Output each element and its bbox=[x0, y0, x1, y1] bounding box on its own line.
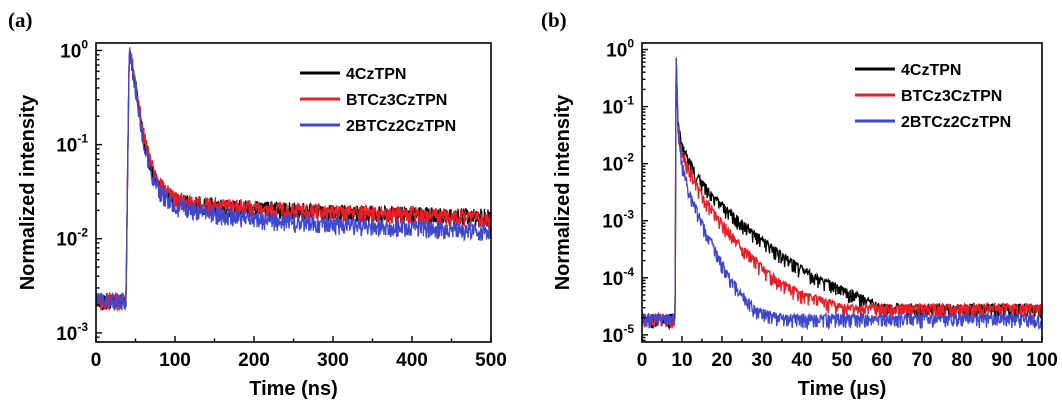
x-tick-label: 60 bbox=[871, 350, 892, 371]
series-line-BTCz3CzTPN bbox=[642, 58, 1042, 329]
series-line-2BTCz2CzTPN bbox=[96, 47, 491, 312]
y-tick-label: 100 bbox=[606, 37, 634, 62]
y-tick-label: 10-5 bbox=[602, 322, 634, 347]
series-line-BTCz3CzTPN bbox=[96, 47, 491, 311]
x-tick-label: 0 bbox=[637, 350, 648, 371]
x-tick-label: 0 bbox=[91, 350, 102, 371]
legend: 4CzTPN BTCz3CzTPN 2BTCz2CzTPN bbox=[855, 62, 1011, 131]
plot-frame bbox=[95, 42, 492, 343]
y-tick-label: 10-1 bbox=[602, 94, 634, 119]
legend-label: 2BTCz2CzTPN bbox=[901, 114, 1011, 131]
series-line-2BTCz2CzTPN bbox=[642, 58, 1042, 331]
x-tick-label: 50 bbox=[831, 350, 852, 371]
x-tick-label: 300 bbox=[317, 350, 349, 371]
x-axis-title: Time (ns) bbox=[249, 378, 338, 400]
plot-area bbox=[96, 47, 491, 312]
panel-label-a: (a) bbox=[8, 8, 33, 32]
y-tick-label: 100 bbox=[60, 37, 88, 62]
legend-label: 4CzTPN bbox=[346, 66, 406, 83]
legend: 4CzTPN BTCz3CzTPN 2BTCz2CzTPN bbox=[300, 66, 456, 135]
y-tick-label: 10-2 bbox=[602, 151, 634, 176]
x-axis-title: Time (μs) bbox=[798, 378, 887, 400]
y-tick-label: 10-3 bbox=[602, 208, 634, 233]
y-axis-title: Normalized intensity bbox=[552, 94, 574, 290]
x-tick-label: 40 bbox=[791, 350, 812, 371]
x-tick-label: 500 bbox=[475, 350, 507, 371]
x-tick-label: 90 bbox=[991, 350, 1012, 371]
x-tick-label: 70 bbox=[911, 350, 932, 371]
x-tick-label: 400 bbox=[396, 350, 428, 371]
y-tick-label: 10-2 bbox=[56, 226, 88, 251]
decay-chart-b: 0 10 20 30 40 50 60 70 80 90 100 100 10-1 10-2 10-3 10-… bbox=[552, 37, 1058, 400]
chart-panel-a: (a) 0 100 200 300 400 500 100 10-1 10-2 10-3 Time … bbox=[8, 8, 507, 400]
x-tick-label: 20 bbox=[711, 350, 732, 371]
y-axis-title: Normalized intensity bbox=[17, 94, 39, 290]
plot-area bbox=[642, 57, 1042, 331]
x-tick-label: 30 bbox=[751, 350, 772, 371]
legend-label: BTCz3CzTPN bbox=[901, 88, 1002, 105]
x-tick-label: 100 bbox=[1026, 350, 1058, 371]
y-tick-label: 10-1 bbox=[56, 132, 88, 157]
y-tick-label: 10-4 bbox=[602, 265, 634, 290]
x-tick-label: 200 bbox=[238, 350, 270, 371]
legend-label: 2BTCz2CzTPN bbox=[346, 118, 456, 135]
decay-chart-a: 0 100 200 300 400 500 100 10-1 10-2 10-3 Time (ns)… bbox=[17, 37, 507, 400]
x-tick-label: 100 bbox=[159, 350, 191, 371]
chart-panel-b: (b) 0 10 20 30 40 50 60 70 80 90 100 100 10-1 10-2 10-… bbox=[531, 0, 1062, 403]
x-tick-label: 10 bbox=[671, 350, 692, 371]
series-line-4CzTPN bbox=[96, 51, 491, 311]
panel-label-b: (b) bbox=[541, 8, 567, 32]
legend-label: BTCz3CzTPN bbox=[346, 92, 447, 109]
x-tick-label: 80 bbox=[951, 350, 972, 371]
y-tick-label: 10-3 bbox=[56, 320, 88, 345]
legend-label: 4CzTPN bbox=[901, 62, 961, 79]
